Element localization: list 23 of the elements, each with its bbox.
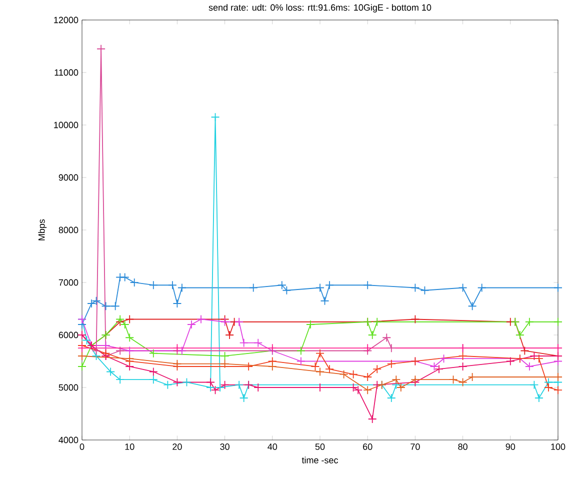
x-tick-label: 30: [220, 444, 230, 450]
y-tick-label: 8000: [58, 226, 78, 234]
chart-title: send rate: udt: 0% loss: rtt:91.6ms: 10GigE - bottom 10: [208, 4, 432, 12]
x-tick-label: 60: [363, 444, 372, 450]
y-axis-title: Mbps: [38, 219, 47, 240]
x-axis-title: time -sec: [302, 456, 338, 464]
y-tick-label: 7000: [58, 279, 78, 286]
x-tick-label: 50: [315, 444, 325, 450]
x-tick-label: 0: [80, 444, 84, 450]
x-tick-label: 70: [410, 444, 420, 450]
y-tick-label: 11000: [54, 69, 78, 76]
y-tick-label: 4000: [58, 436, 78, 444]
x-tick-label: 40: [268, 444, 278, 450]
x-tick-label: 90: [506, 444, 516, 450]
y-tick-label: 6000: [58, 332, 78, 338]
y-tick-label: 5000: [58, 384, 78, 391]
y-tick-label: 9000: [58, 174, 78, 181]
x-tick-label: 100: [551, 444, 566, 450]
x-tick-label: 80: [458, 444, 468, 450]
x-tick-label: 20: [172, 444, 182, 450]
y-tick-label: 10000: [54, 122, 78, 128]
x-tick-label: 10: [125, 444, 134, 450]
y-tick-label: 12000: [54, 16, 78, 24]
